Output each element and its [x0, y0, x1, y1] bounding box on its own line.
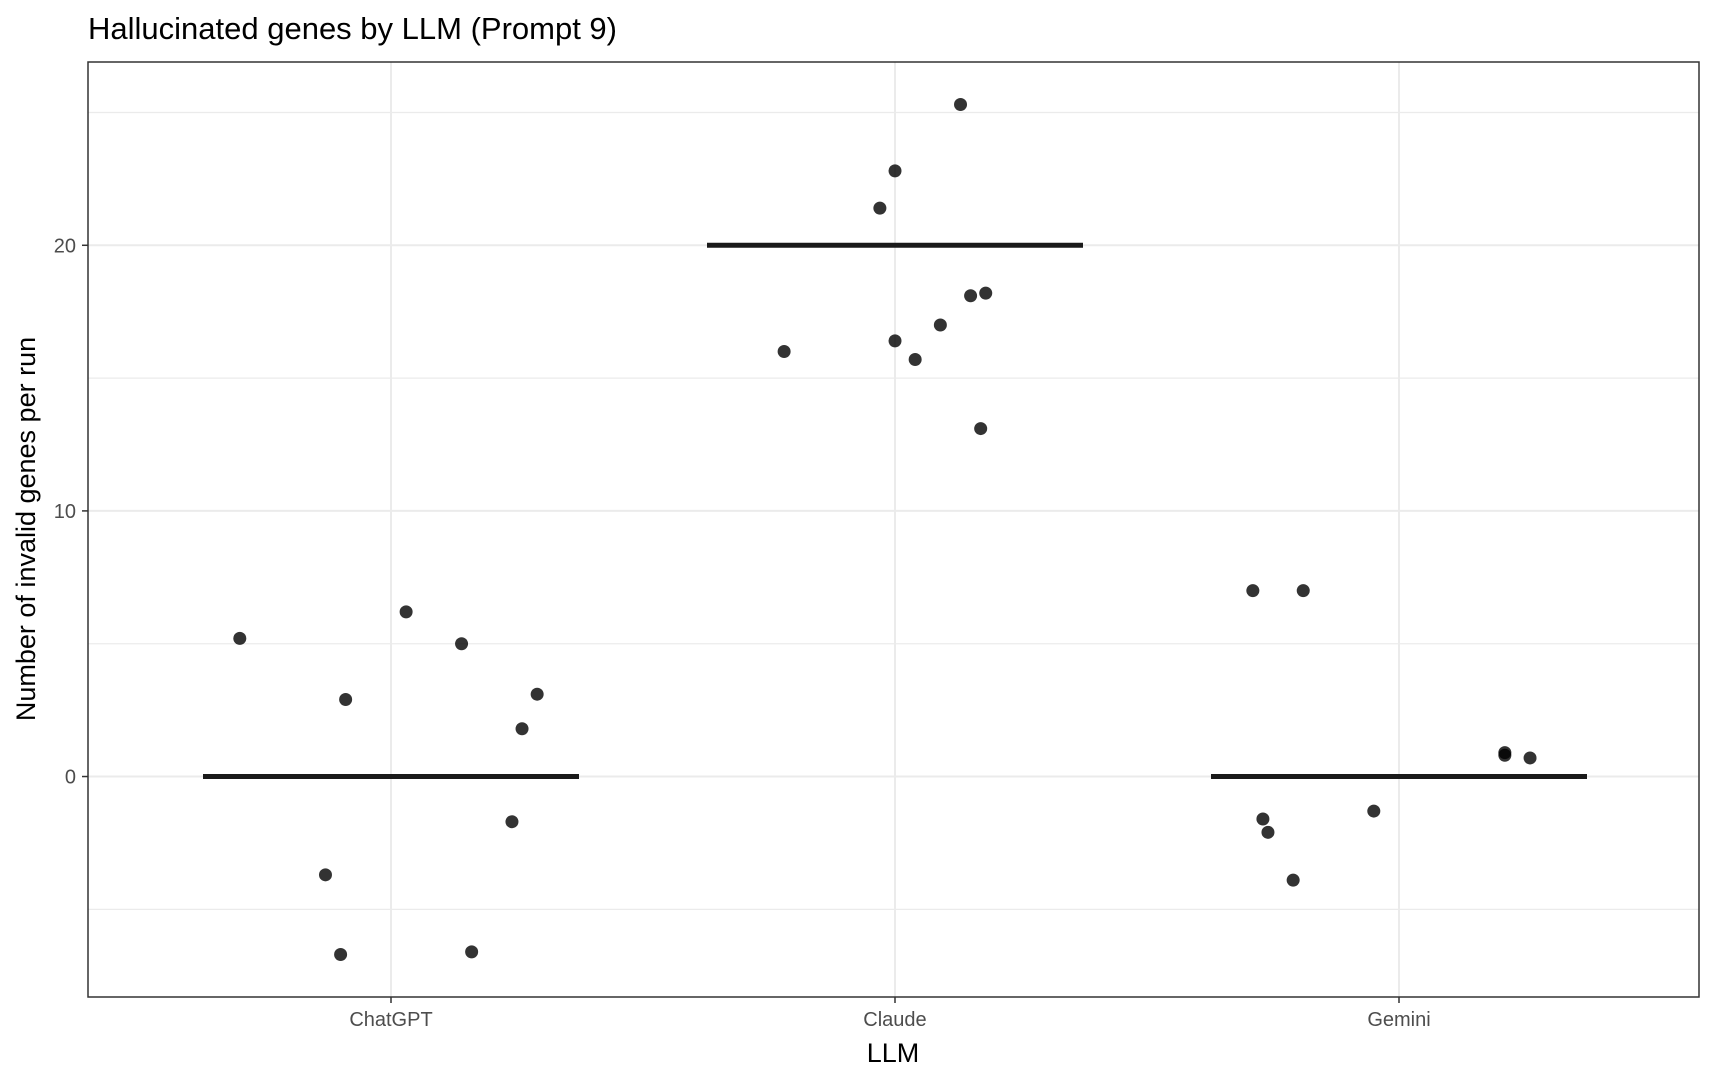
data-point	[888, 164, 902, 178]
data-point	[1256, 812, 1270, 826]
data-point	[1498, 748, 1512, 762]
data-point	[908, 353, 922, 366]
x-tick-label: Claude	[863, 1009, 926, 1031]
y-axis-title: Number of invalid genes per run	[11, 337, 41, 721]
data-point	[339, 693, 353, 706]
data-point	[964, 289, 978, 303]
data-point	[505, 815, 519, 829]
y-tick-label: 10	[54, 501, 76, 523]
data-point	[1261, 825, 1275, 839]
data-point	[954, 98, 968, 111]
panel-border	[87, 61, 1700, 998]
grid-lines	[88, 62, 1699, 997]
data-point	[334, 948, 348, 961]
data-point	[1296, 584, 1310, 598]
data-point	[465, 945, 479, 959]
chart-title: Hallucinated genes by LLM (Prompt 9)	[88, 11, 617, 46]
data-point	[1367, 804, 1381, 818]
data-point	[399, 605, 413, 619]
data-point	[873, 201, 887, 215]
data-point	[1286, 873, 1300, 887]
data-point	[515, 722, 529, 736]
data-point	[455, 637, 469, 651]
x-tick-label: Gemini	[1367, 1009, 1430, 1031]
data-point	[933, 318, 947, 332]
data-point	[233, 631, 247, 645]
x-axis-ticks: ChatGPT Claude Gemini	[349, 997, 1431, 1031]
summary-lines	[203, 242, 1587, 780]
data-point	[1246, 584, 1260, 598]
y-tick-label: 0	[65, 767, 76, 789]
y-tick-label: 20	[54, 235, 76, 257]
data-point	[974, 422, 988, 436]
data-point	[979, 286, 993, 300]
data-points	[233, 98, 1537, 961]
y-axis-ticks: 0 10 20	[54, 235, 88, 789]
data-point	[888, 334, 902, 348]
x-axis-title: LLM	[867, 1038, 920, 1068]
data-point	[318, 868, 332, 882]
data-point	[530, 687, 544, 701]
data-point	[777, 345, 791, 359]
x-tick-label: ChatGPT	[349, 1009, 432, 1031]
data-point	[1523, 751, 1537, 765]
